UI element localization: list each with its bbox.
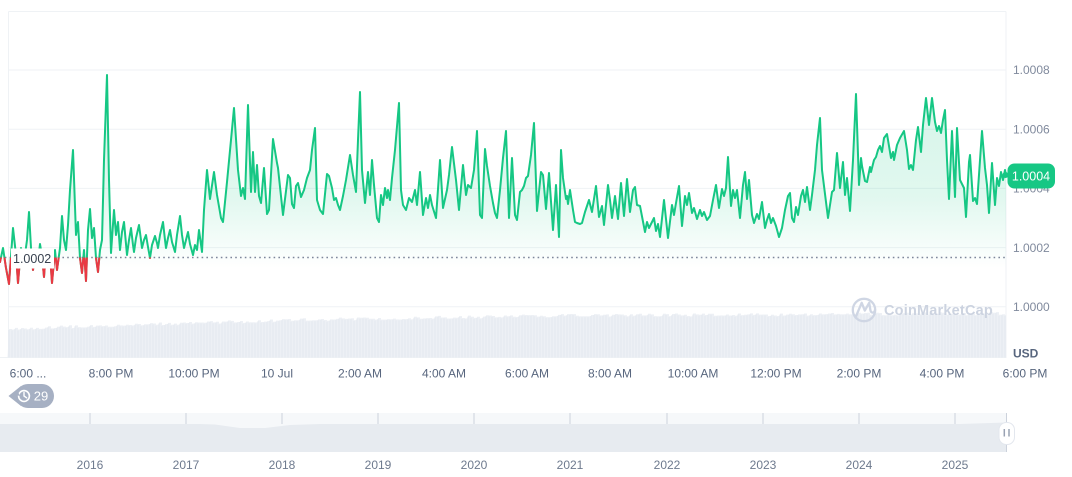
svg-text:12:00 PM: 12:00 PM	[750, 367, 801, 381]
svg-text:6:00 ...: 6:00 ...	[10, 367, 47, 381]
svg-text:2016: 2016	[77, 458, 104, 472]
svg-text:2024: 2024	[846, 458, 873, 472]
svg-text:2023: 2023	[750, 458, 777, 472]
svg-text:1.0002: 1.0002	[13, 252, 51, 266]
svg-text:1.0004: 1.0004	[1012, 170, 1050, 184]
svg-text:1.0006: 1.0006	[1013, 122, 1050, 136]
svg-text:2:00 PM: 2:00 PM	[837, 367, 882, 381]
svg-text:1.0008: 1.0008	[1013, 63, 1050, 77]
svg-text:6:00 PM: 6:00 PM	[1003, 367, 1048, 381]
svg-text:29: 29	[34, 389, 48, 404]
svg-text:2022: 2022	[654, 458, 681, 472]
svg-text:10:00 AM: 10:00 AM	[668, 367, 719, 381]
svg-text:2:00 AM: 2:00 AM	[338, 367, 382, 381]
svg-text:USD: USD	[1013, 346, 1039, 360]
svg-text:4:00 PM: 4:00 PM	[920, 367, 965, 381]
svg-text:10 Jul: 10 Jul	[261, 367, 293, 381]
svg-text:2021: 2021	[557, 458, 584, 472]
svg-text:1.0002: 1.0002	[1013, 241, 1050, 255]
svg-text:1.0000: 1.0000	[1013, 300, 1050, 314]
svg-text:4:00 AM: 4:00 AM	[422, 367, 466, 381]
svg-text:2019: 2019	[365, 458, 392, 472]
svg-text:8:00 AM: 8:00 AM	[588, 367, 632, 381]
svg-text:8:00 PM: 8:00 PM	[89, 367, 134, 381]
svg-text:2020: 2020	[461, 458, 488, 472]
svg-text:2017: 2017	[173, 458, 200, 472]
svg-text:2025: 2025	[942, 458, 969, 472]
svg-text:6:00 AM: 6:00 AM	[505, 367, 549, 381]
svg-text:CoinMarketCap: CoinMarketCap	[884, 303, 993, 319]
svg-text:2018: 2018	[269, 458, 296, 472]
svg-text:10:00 PM: 10:00 PM	[168, 367, 219, 381]
